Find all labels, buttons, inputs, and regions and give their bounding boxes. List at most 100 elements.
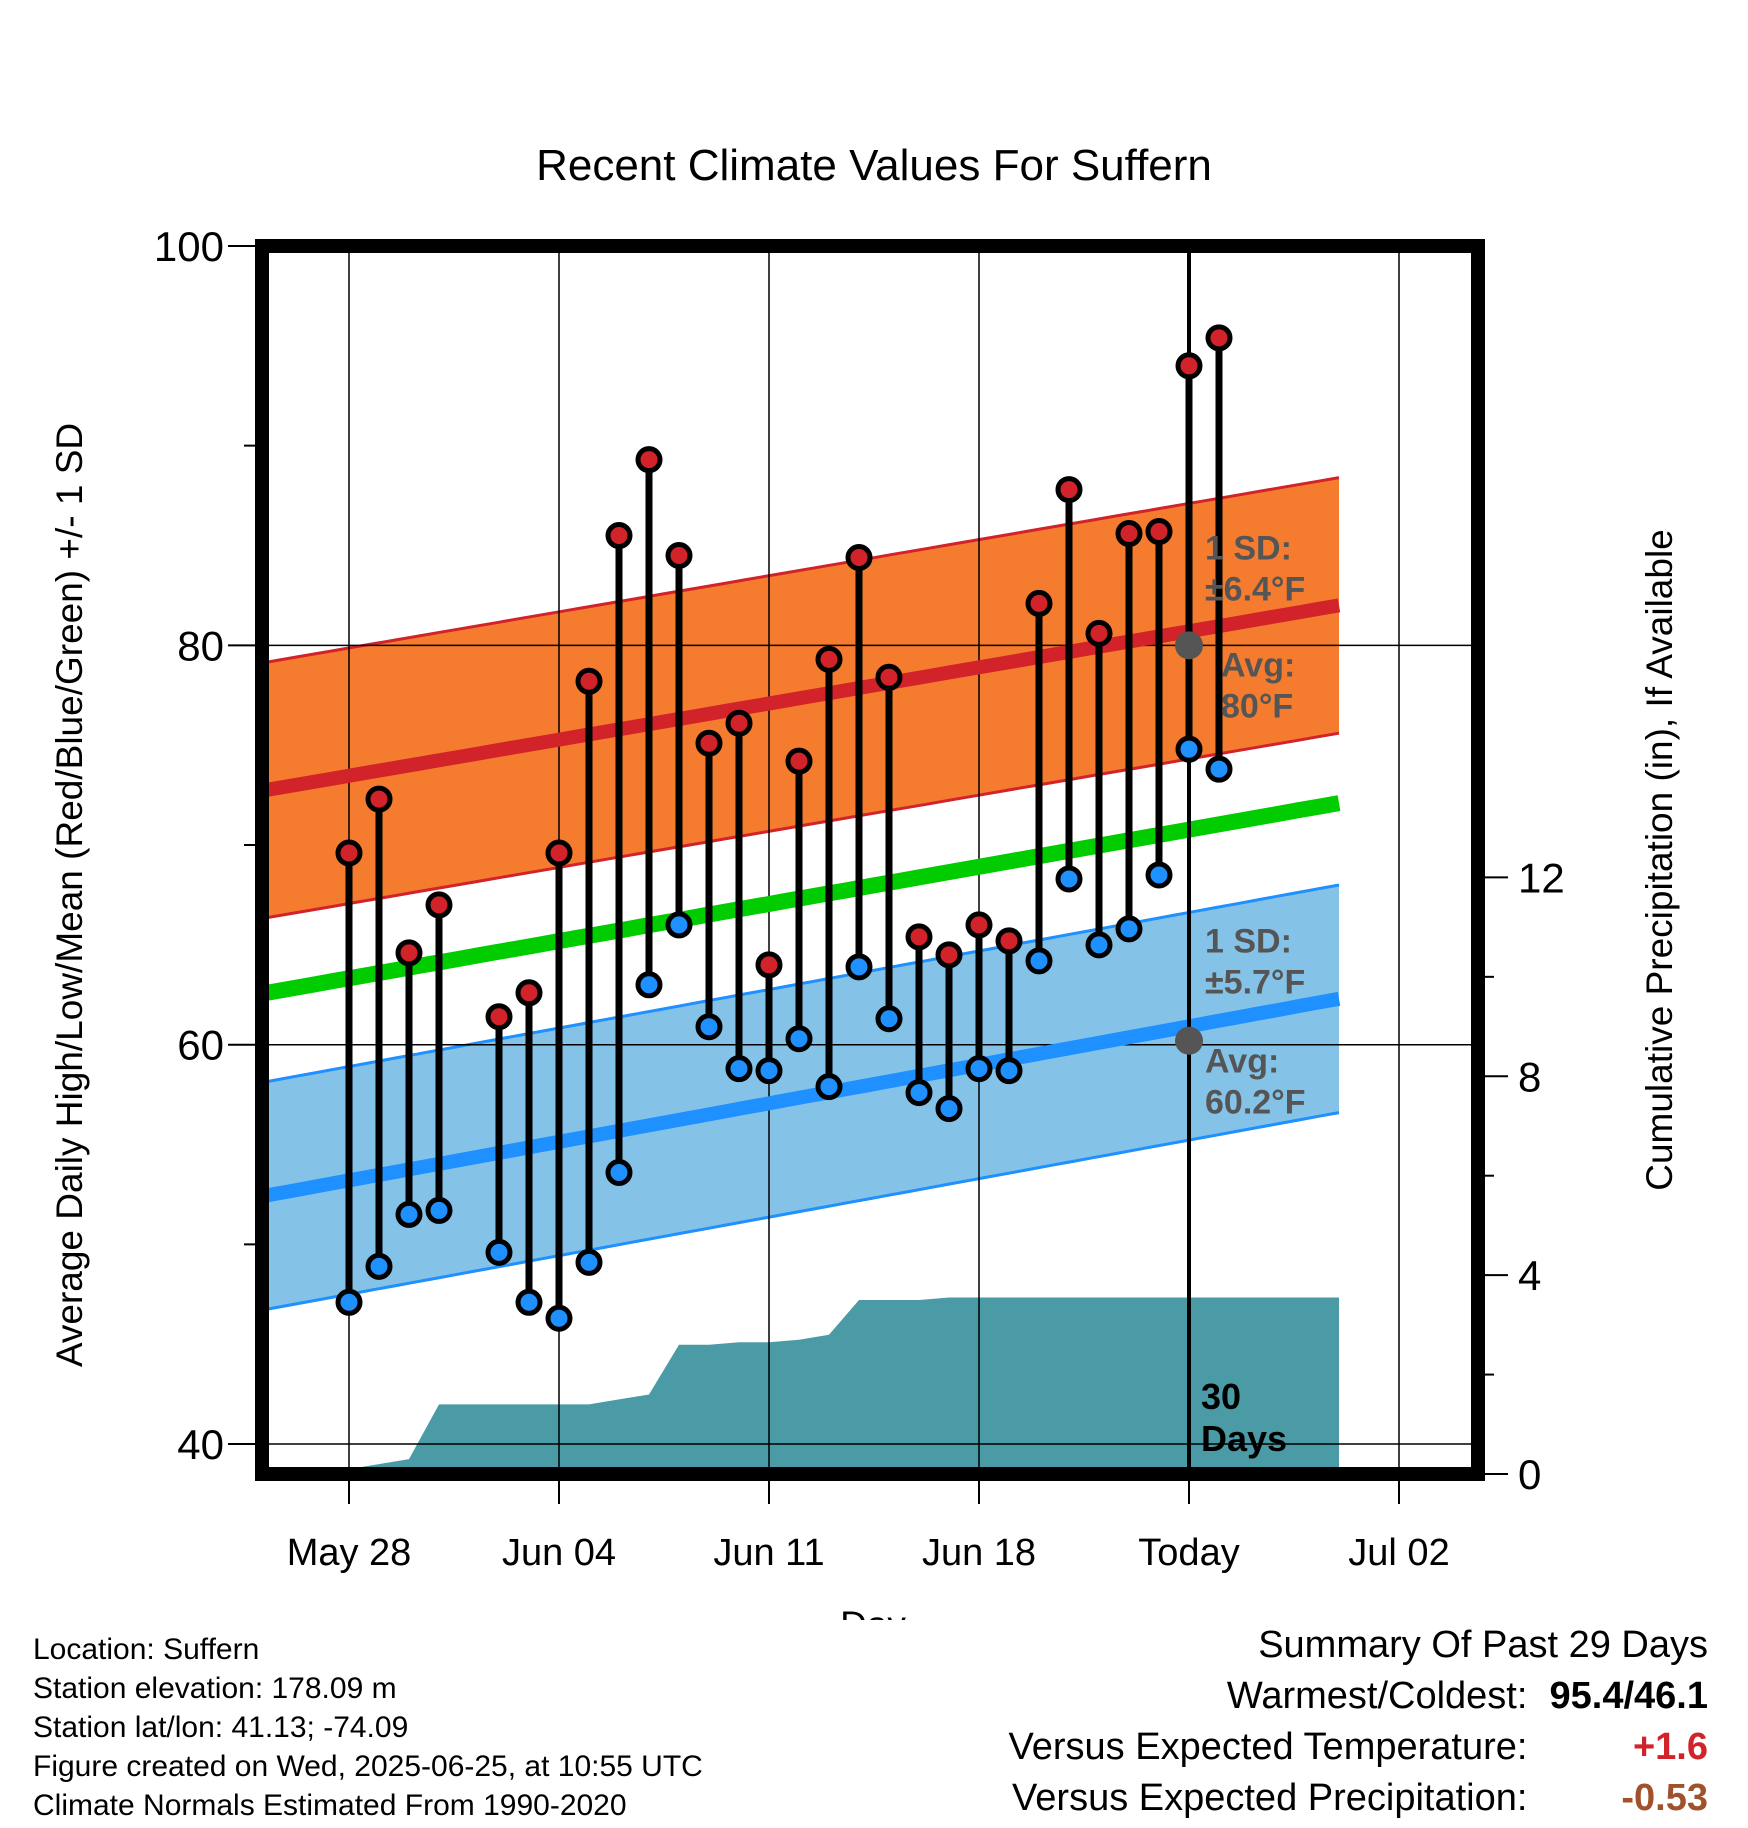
precip-label: Versus Expected Precipitation: [1012, 1777, 1528, 1819]
y-tick-label: 100 [154, 223, 224, 270]
high-point [905, 923, 933, 951]
high-point [995, 927, 1023, 955]
high-point [515, 979, 543, 1007]
low-point [755, 1057, 783, 1085]
summary-warm-cold: Warmest/Coldest: 95.4/46.1 [1009, 1671, 1708, 1722]
high-point [875, 663, 903, 691]
high-point [845, 543, 873, 571]
low-point [1085, 931, 1113, 959]
low-point [875, 1005, 903, 1033]
x-tick-label: May 28 [287, 1532, 412, 1574]
low-avg-label: Avg: [1205, 1043, 1279, 1081]
low-avg-value: 60.2°F [1205, 1084, 1306, 1122]
low-point [1115, 915, 1143, 943]
low-point [635, 971, 663, 999]
high-point [335, 839, 363, 867]
warm-cold-label: Warmest/Coldest: [1226, 1675, 1528, 1717]
precipitation-area [349, 1297, 1339, 1474]
high-point [695, 729, 723, 757]
high-point [1085, 619, 1113, 647]
station-elevation: Station elevation: 178.09 m [33, 1672, 397, 1705]
station-info: Location: Suffern Station elevation: 178… [33, 1630, 703, 1825]
high-point [635, 446, 663, 474]
temp-label: Versus Expected Temperature: [1008, 1726, 1528, 1768]
high-point [365, 785, 393, 813]
high-point [425, 891, 453, 919]
climate-normals: Climate Normals Estimated From 1990-2020 [33, 1789, 627, 1822]
y-tick-label: 60 [177, 1022, 224, 1069]
low-point [965, 1055, 993, 1083]
high-point [485, 1003, 513, 1031]
temp-value: +1.6 [1632, 1726, 1708, 1768]
climate-chart: Recent Climate Values For Suffern 1 SD:±… [49, 141, 1680, 1620]
high-point [1175, 352, 1203, 380]
y-tick-label: 40 [177, 1421, 224, 1468]
figure-created: Figure created on Wed, 2025-06-25, at 10… [33, 1750, 703, 1783]
y2-tick-label: 8 [1518, 1053, 1541, 1100]
high-band-lower-edge [262, 731, 1340, 921]
high-point [1055, 476, 1083, 504]
low-sd-label: 1 SD: [1205, 923, 1292, 961]
low-point [785, 1025, 813, 1053]
low-point [365, 1252, 393, 1280]
low-point [605, 1158, 633, 1186]
high-avg-label: Avg: [1221, 646, 1295, 684]
normal-low-line [262, 991, 1341, 1204]
low-point [395, 1200, 423, 1228]
high-point [965, 911, 993, 939]
low-point [545, 1304, 573, 1332]
days-count-label: 30 [1201, 1376, 1241, 1417]
low-point [695, 1013, 723, 1041]
summary-precip: Versus Expected Precipitation: -0.53 [1009, 1773, 1708, 1824]
high-sd-label: 1 SD: [1205, 529, 1292, 567]
low-point [575, 1248, 603, 1276]
x-tick-label: Jun 04 [502, 1532, 616, 1574]
high-point [1115, 520, 1143, 548]
low-point [1055, 865, 1083, 893]
low-point [995, 1057, 1023, 1085]
x-axis-label: Day [840, 1604, 906, 1620]
station-latlon: Station lat/lon: 41.13; -74.09 [33, 1711, 409, 1744]
low-point [725, 1055, 753, 1083]
summary-panel: Summary Of Past 29 Days Warmest/Coldest:… [1009, 1620, 1708, 1824]
low-point [425, 1196, 453, 1224]
normal-mean-line [262, 795, 1341, 1002]
low-point [335, 1288, 363, 1316]
chart-title: Recent Climate Values For Suffern [536, 141, 1212, 190]
high-avg-value: 80°F [1221, 687, 1293, 725]
x-tick-label: Jun 18 [922, 1532, 1036, 1574]
y2-axis-label: Cumulative Precipitation (in), If Availa… [1639, 529, 1680, 1191]
low-point [935, 1095, 963, 1123]
high-band-upper-edge [262, 476, 1340, 665]
plot-interior [262, 246, 1478, 1474]
high-point [395, 939, 423, 967]
plot-frame [255, 239, 1485, 1481]
high-point [575, 667, 603, 695]
low-sd-value: ±5.7°F [1205, 964, 1305, 1002]
low-point [1175, 735, 1203, 763]
summary-temp: Versus Expected Temperature: +1.6 [1009, 1722, 1708, 1773]
y-tick-label: 80 [177, 622, 224, 669]
y2-tick-label: 0 [1518, 1451, 1541, 1498]
precip-value: -0.53 [1621, 1777, 1708, 1819]
today-high-normal-marker [1175, 631, 1203, 660]
high-sd-value: ±6.4°F [1205, 570, 1305, 608]
normal-high-line [262, 598, 1341, 798]
high-point [785, 747, 813, 775]
high-point [1205, 324, 1233, 352]
y2-tick-label: 4 [1518, 1252, 1541, 1299]
low-point [845, 953, 873, 981]
days-unit-label: Days [1201, 1418, 1287, 1459]
warm-cold-value: 95.4/46.1 [1549, 1675, 1708, 1717]
low-point [1025, 947, 1053, 975]
high-point [605, 522, 633, 550]
today-low-normal-marker [1175, 1026, 1203, 1055]
low-point [1145, 861, 1173, 889]
high-point [1025, 589, 1053, 617]
high-point [935, 941, 963, 969]
y-axis-label: Average Daily High/Low/Mean (Red/Blue/Gr… [49, 423, 90, 1367]
station-location: Location: Suffern [33, 1633, 260, 1666]
y2-tick-label: 12 [1518, 854, 1565, 901]
x-tick-label: Jul 02 [1348, 1532, 1449, 1574]
